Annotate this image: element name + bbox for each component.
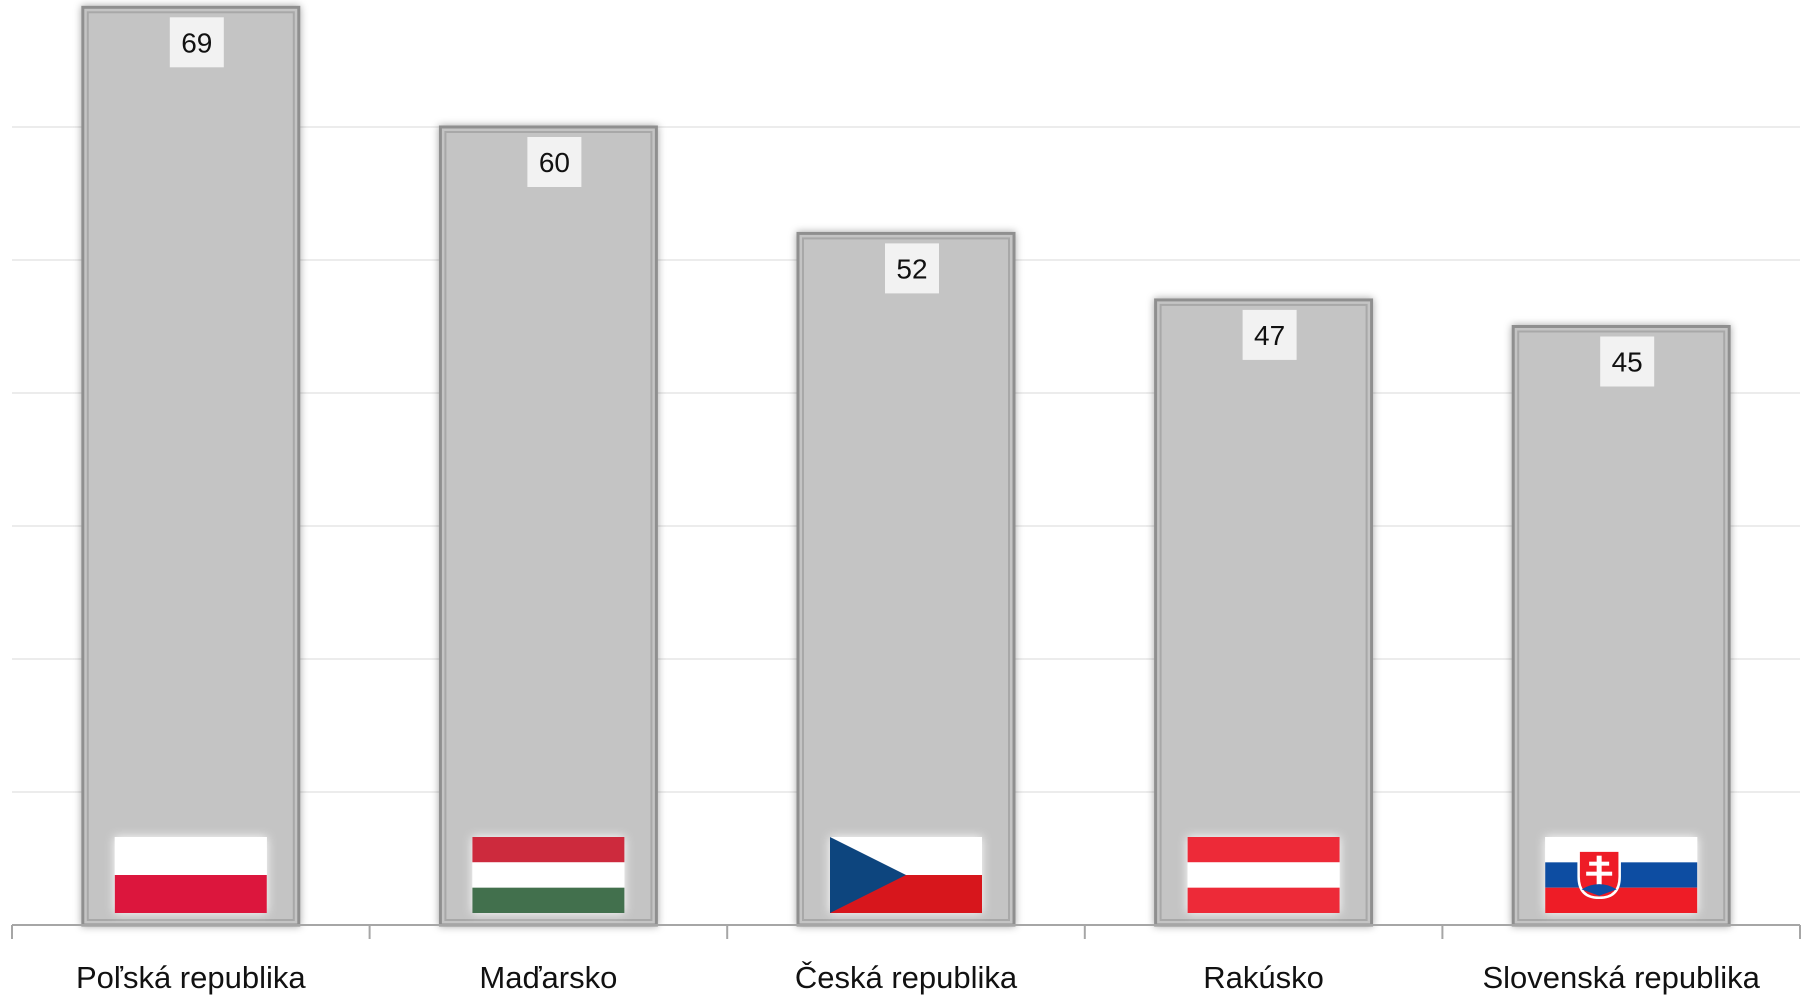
data-label: 52 (885, 243, 939, 294)
data-label: 47 (1242, 309, 1297, 360)
czech-flag-icon (830, 837, 982, 913)
slovakia-flag-icon (1545, 837, 1698, 913)
category-label: Rakúsko (1203, 960, 1324, 995)
value-label: 69 (181, 27, 212, 58)
poland-flag-icon (114, 837, 267, 913)
bar (438, 125, 658, 927)
data-label: 45 (1600, 336, 1655, 387)
bars (81, 5, 1731, 927)
value-label: 60 (539, 147, 570, 178)
data-label: 60 (527, 137, 582, 187)
austria-flag-icon (1187, 837, 1340, 913)
category-label: Slovenská republika (1482, 960, 1760, 995)
labels: 69 Poľská republika 60 Maďarsko 52 Česká repu… (76, 17, 1761, 995)
bar (796, 231, 1016, 927)
x-axis (11, 924, 1801, 939)
value-label: 45 (1612, 347, 1643, 378)
bar (81, 5, 301, 927)
bar (1511, 325, 1731, 927)
category-label: Maďarsko (479, 960, 617, 995)
value-label: 47 (1254, 320, 1285, 351)
value-label: 52 (896, 253, 927, 284)
category-label: Česká republika (795, 960, 1018, 995)
data-label: 69 (169, 17, 224, 68)
category-label: Poľská republika (76, 960, 306, 995)
bar (1154, 298, 1374, 927)
hungary-flag-icon (472, 837, 625, 913)
